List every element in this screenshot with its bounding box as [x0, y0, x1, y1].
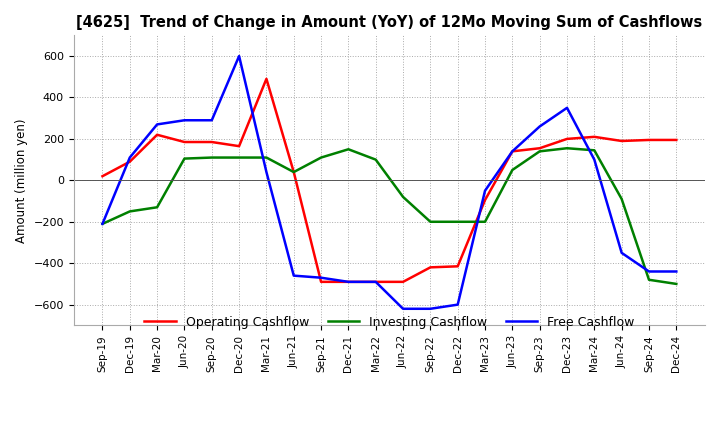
Operating Cashflow: [590, 134, 598, 139]
Investing Cashflow: [617, 196, 626, 202]
Free Cashflow: [617, 250, 626, 256]
Operating Cashflow: [536, 146, 544, 151]
Free Cashflow: [344, 279, 353, 285]
Free Cashflow: [98, 221, 107, 227]
Free Cashflow: [289, 273, 298, 278]
Investing Cashflow: [426, 219, 435, 224]
Free Cashflow: [372, 279, 380, 285]
Investing Cashflow: [481, 219, 490, 224]
Free Cashflow: [207, 117, 216, 123]
Free Cashflow: [426, 306, 435, 312]
Investing Cashflow: [672, 281, 680, 286]
Operating Cashflow: [672, 137, 680, 143]
Investing Cashflow: [207, 155, 216, 160]
Line: Operating Cashflow: Operating Cashflow: [102, 79, 676, 282]
Operating Cashflow: [235, 143, 243, 149]
Investing Cashflow: [344, 147, 353, 152]
Operating Cashflow: [644, 137, 653, 143]
Investing Cashflow: [98, 221, 107, 227]
Free Cashflow: [399, 306, 408, 312]
Investing Cashflow: [125, 209, 134, 214]
Free Cashflow: [536, 124, 544, 129]
Free Cashflow: [508, 149, 517, 154]
Free Cashflow: [262, 169, 271, 175]
Operating Cashflow: [481, 198, 490, 203]
Investing Cashflow: [317, 155, 325, 160]
Investing Cashflow: [153, 205, 161, 210]
Investing Cashflow: [536, 149, 544, 154]
Investing Cashflow: [235, 155, 243, 160]
Operating Cashflow: [508, 149, 517, 154]
Investing Cashflow: [289, 169, 298, 175]
Free Cashflow: [317, 275, 325, 280]
Free Cashflow: [180, 117, 189, 123]
Investing Cashflow: [399, 194, 408, 200]
Investing Cashflow: [262, 155, 271, 160]
Free Cashflow: [590, 157, 598, 162]
Operating Cashflow: [617, 138, 626, 143]
Operating Cashflow: [180, 139, 189, 145]
Free Cashflow: [153, 122, 161, 127]
Operating Cashflow: [98, 173, 107, 179]
Operating Cashflow: [262, 76, 271, 81]
Free Cashflow: [672, 269, 680, 274]
Operating Cashflow: [399, 279, 408, 285]
Title: [4625]  Trend of Change in Amount (YoY) of 12Mo Moving Sum of Cashflows: [4625] Trend of Change in Amount (YoY) o…: [76, 15, 703, 30]
Free Cashflow: [454, 302, 462, 307]
Investing Cashflow: [454, 219, 462, 224]
Investing Cashflow: [508, 167, 517, 172]
Operating Cashflow: [289, 169, 298, 175]
Operating Cashflow: [344, 279, 353, 285]
Free Cashflow: [125, 155, 134, 160]
Free Cashflow: [481, 188, 490, 193]
Line: Free Cashflow: Free Cashflow: [102, 56, 676, 309]
Free Cashflow: [235, 53, 243, 59]
Y-axis label: Amount (million yen): Amount (million yen): [15, 118, 28, 242]
Free Cashflow: [563, 105, 572, 110]
Free Cashflow: [644, 269, 653, 274]
Operating Cashflow: [372, 279, 380, 285]
Operating Cashflow: [563, 136, 572, 142]
Investing Cashflow: [372, 157, 380, 162]
Operating Cashflow: [207, 139, 216, 145]
Line: Investing Cashflow: Investing Cashflow: [102, 148, 676, 284]
Investing Cashflow: [644, 277, 653, 282]
Investing Cashflow: [590, 148, 598, 153]
Legend: Operating Cashflow, Investing Cashflow, Free Cashflow: Operating Cashflow, Investing Cashflow, …: [140, 311, 639, 334]
Operating Cashflow: [426, 265, 435, 270]
Investing Cashflow: [180, 156, 189, 161]
Operating Cashflow: [153, 132, 161, 137]
Operating Cashflow: [125, 159, 134, 164]
Operating Cashflow: [317, 279, 325, 285]
Operating Cashflow: [454, 264, 462, 269]
Investing Cashflow: [563, 146, 572, 151]
